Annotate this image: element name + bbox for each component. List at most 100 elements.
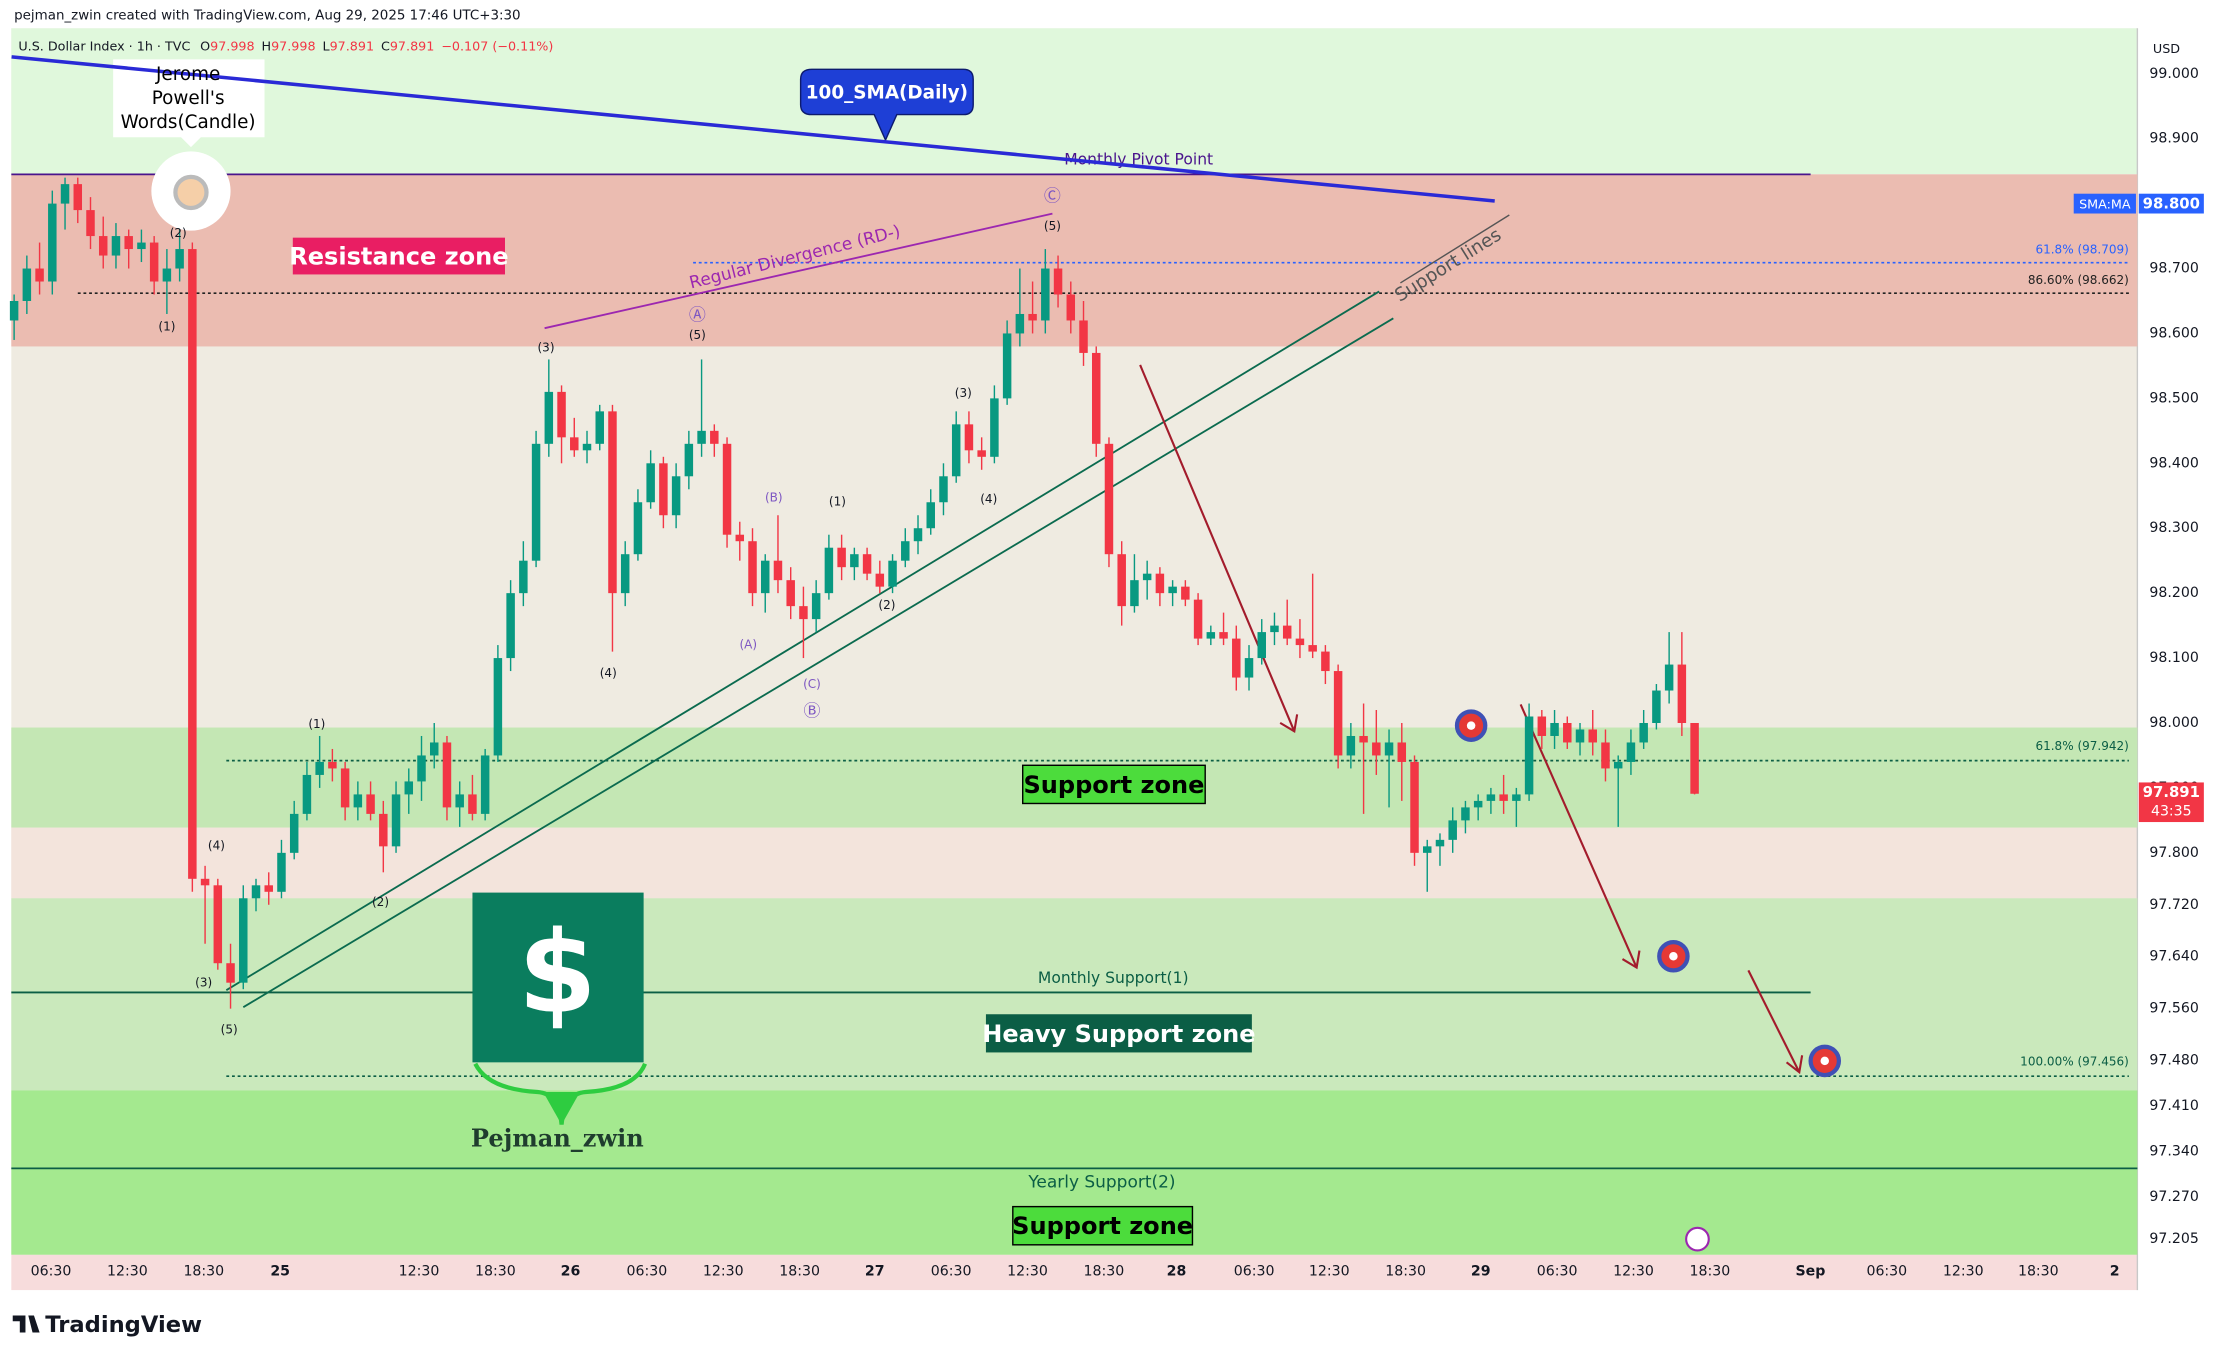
divergence-line bbox=[544, 212, 1053, 330]
candle-body bbox=[1613, 761, 1623, 769]
candle-body bbox=[22, 268, 32, 301]
candle-body bbox=[1524, 716, 1534, 795]
candle-body bbox=[1626, 742, 1636, 762]
wave-label: (1) bbox=[308, 717, 325, 731]
candle-body bbox=[620, 554, 630, 594]
candle-body bbox=[595, 411, 604, 444]
candle-body bbox=[570, 437, 579, 451]
candle-body bbox=[1066, 294, 1076, 321]
y-tick-label: 98.300 bbox=[2149, 520, 2198, 536]
candle-body bbox=[404, 781, 414, 795]
candle-body bbox=[684, 443, 694, 477]
candle-body bbox=[1499, 794, 1508, 801]
candle-body bbox=[557, 391, 566, 438]
level-label: 86.60% (98.662) bbox=[2028, 273, 2129, 287]
powell-label: Powell's bbox=[152, 88, 225, 109]
x-tick-label: 06:30 bbox=[931, 1264, 972, 1280]
y-tick-label: 98.500 bbox=[2149, 390, 2198, 406]
candle-body bbox=[1397, 742, 1407, 762]
time-axis-bg bbox=[11, 1254, 2138, 1291]
axes: 99.000 98.900 98.700 98.600 98.500 98.400 98.3… bbox=[31, 66, 2204, 1280]
logo-brace bbox=[543, 1092, 580, 1125]
y-tick-label: 98.200 bbox=[2149, 585, 2198, 601]
powell-callout bbox=[113, 59, 265, 148]
x-tick-label: 18:30 bbox=[475, 1264, 516, 1280]
powell-label: Jerome bbox=[155, 64, 220, 85]
tv-mark bbox=[12, 1315, 40, 1333]
x-tick-label: 26 bbox=[561, 1264, 581, 1280]
support-line bbox=[242, 317, 1394, 1008]
candle-body bbox=[671, 476, 681, 516]
zone bbox=[11, 898, 2138, 1091]
candle-body bbox=[1015, 313, 1025, 334]
candle-body bbox=[799, 606, 808, 620]
wave-label: (4) bbox=[600, 666, 617, 680]
price-tag-name: SMA:MA bbox=[2079, 198, 2131, 213]
candle-body bbox=[251, 885, 261, 899]
arrows bbox=[1139, 364, 1804, 1075]
candle-body bbox=[1664, 664, 1674, 691]
candle-body bbox=[124, 236, 133, 250]
candle-body bbox=[1346, 735, 1356, 756]
y-tick-label: 97.640 bbox=[2149, 949, 2198, 965]
candle-body bbox=[1473, 800, 1483, 808]
x-tick-label: 12:30 bbox=[1943, 1264, 1984, 1280]
candle-body bbox=[73, 184, 83, 211]
candle-body bbox=[1384, 742, 1394, 756]
candle-body bbox=[722, 443, 732, 535]
x-tick-label: 25 bbox=[270, 1264, 290, 1280]
x-tick-label: 12:30 bbox=[1007, 1264, 1048, 1280]
candle-body bbox=[939, 476, 948, 503]
wave-label: (3) bbox=[537, 340, 554, 354]
candle-body bbox=[98, 236, 108, 256]
logo-box bbox=[472, 892, 644, 1063]
zone-label-box bbox=[292, 237, 505, 275]
candle-body bbox=[493, 658, 503, 756]
candle-body bbox=[149, 242, 159, 282]
sma-line bbox=[11, 55, 1495, 203]
candle-body bbox=[137, 242, 146, 250]
wave-label: (4) bbox=[208, 838, 225, 852]
y-tick-label: 98.700 bbox=[2149, 261, 2198, 277]
symbol: U.S. Dollar Index · 1h · TVC bbox=[18, 39, 190, 54]
candle-body bbox=[1104, 443, 1114, 555]
x-tick-label: 29 bbox=[1471, 1264, 1491, 1280]
candle-body bbox=[1537, 716, 1547, 736]
price-tag-label: 97.891 bbox=[2143, 783, 2200, 801]
price-tag bbox=[2138, 782, 2204, 823]
level-label: Monthly Support(1) bbox=[1038, 969, 1189, 987]
candle-body bbox=[1486, 794, 1496, 801]
candle-body bbox=[544, 391, 554, 444]
candle-body bbox=[519, 560, 528, 594]
candle-body bbox=[1588, 729, 1597, 743]
candle-body bbox=[786, 580, 795, 607]
candle-body bbox=[1257, 632, 1266, 659]
candle-body bbox=[213, 885, 223, 964]
ohlc-key: L bbox=[322, 39, 330, 54]
support-line-tail bbox=[1400, 214, 1510, 284]
ohlc-key: O bbox=[200, 39, 210, 54]
x-tick-label: 18:30 bbox=[1084, 1264, 1125, 1280]
candle-body bbox=[760, 560, 770, 594]
candle-body bbox=[964, 424, 974, 451]
zone-label: Support zone bbox=[1012, 1212, 1193, 1240]
zone-label: Heavy Support zone bbox=[982, 1020, 1255, 1048]
candle-body bbox=[633, 502, 643, 555]
candle-body bbox=[200, 878, 210, 886]
candle-body bbox=[442, 742, 452, 808]
zone-label-box bbox=[985, 1014, 1252, 1053]
candle-body bbox=[824, 547, 834, 594]
wave-label: (3) bbox=[955, 386, 972, 400]
candle-body bbox=[608, 411, 617, 594]
candle-body bbox=[506, 593, 515, 659]
candle-body bbox=[1512, 794, 1521, 801]
x-tick-label: 06:30 bbox=[626, 1264, 667, 1280]
y-tick-label: 98.600 bbox=[2149, 325, 2198, 341]
candle-body bbox=[1448, 820, 1457, 840]
arrow bbox=[1139, 364, 1299, 734]
candle-body bbox=[811, 593, 821, 620]
wave-label: (5) bbox=[689, 328, 706, 342]
wave-label: (4) bbox=[980, 492, 997, 506]
candle-body bbox=[366, 794, 375, 814]
